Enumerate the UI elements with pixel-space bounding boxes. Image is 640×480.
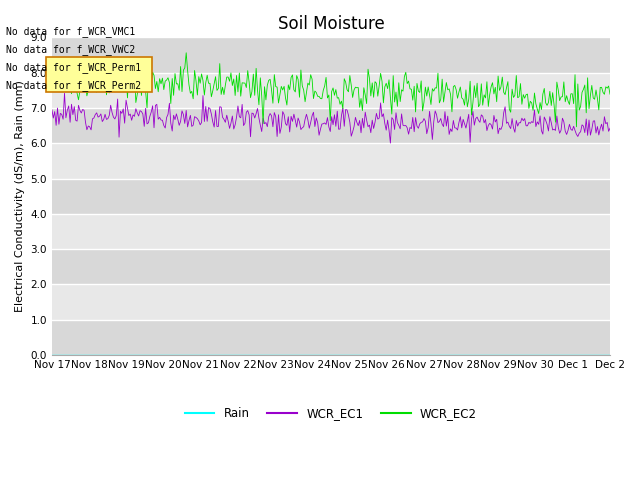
Text: No data for f_WCR_Perm1: No data for f_WCR_Perm1 bbox=[6, 62, 141, 73]
Bar bbox=[52, 249, 610, 285]
Legend: Rain, WCR_EC1, WCR_EC2: Rain, WCR_EC1, WCR_EC2 bbox=[180, 402, 482, 425]
Text: No data for f_WCR_VWC2: No data for f_WCR_VWC2 bbox=[6, 44, 136, 55]
Text: No data for f_WCR_VMC1: No data for f_WCR_VMC1 bbox=[6, 25, 136, 36]
Title: Soil Moisture: Soil Moisture bbox=[278, 15, 385, 33]
Bar bbox=[52, 320, 610, 355]
Y-axis label: Electrical Conductivity (dS/m), Rain (mm): Electrical Conductivity (dS/m), Rain (mm… bbox=[15, 80, 25, 312]
Bar bbox=[52, 179, 610, 214]
Text: No data for f_WCR_Perm2: No data for f_WCR_Perm2 bbox=[6, 80, 141, 91]
Bar bbox=[52, 108, 610, 143]
Bar bbox=[52, 37, 610, 72]
